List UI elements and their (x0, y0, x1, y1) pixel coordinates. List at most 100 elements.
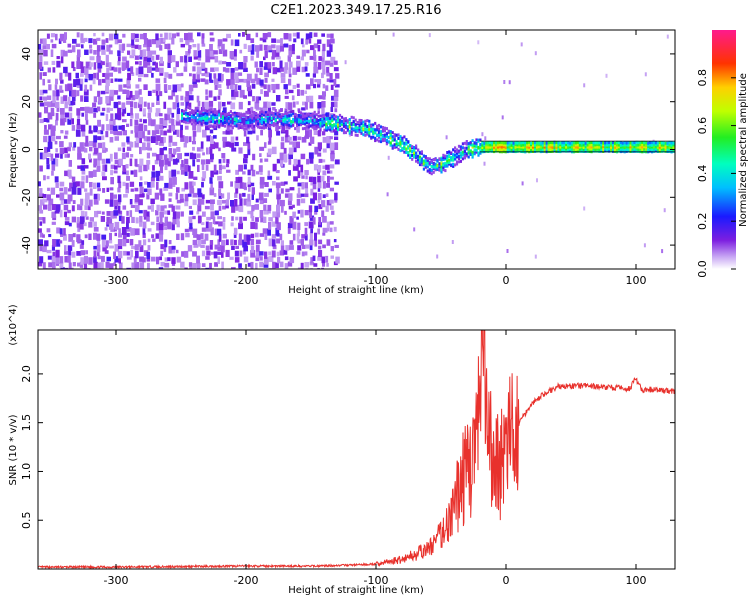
spectrogram-cell (79, 205, 83, 211)
spectrogram-cell (326, 50, 332, 57)
colorbar-tick-label: 0.0 (696, 260, 709, 278)
spectrogram-signal-cell (212, 117, 215, 120)
spectrogram-cell (317, 142, 322, 150)
spectrogram-signal-cell (629, 147, 632, 151)
spectrogram-signal-cell (206, 116, 209, 120)
spectrogram-cell (317, 255, 323, 261)
spectrogram-cell (64, 170, 69, 177)
spectrogram-signal-cell (557, 141, 560, 145)
spectrogram-signal-cell (543, 149, 546, 153)
spectrogram-signal-cell (455, 160, 459, 164)
spectrogram-signal-cell (233, 111, 236, 115)
spectrogram-cell (262, 198, 268, 203)
spectrogram-cell (251, 169, 256, 177)
spectrogram-signal-cell (208, 117, 211, 121)
spectrogram-signal-cell (432, 170, 435, 174)
spectrogram-cell (129, 181, 135, 187)
spectrogram-cell (60, 267, 65, 269)
spectrogram-signal-cell (366, 124, 369, 128)
spectrogram-signal-cell (524, 145, 527, 149)
spectrogram-cell (238, 205, 244, 213)
spectrogram-signal-cell (249, 117, 252, 120)
spectrogram-cell (175, 95, 179, 103)
spectrogram-cell (229, 141, 235, 148)
spectrogram-cell (280, 245, 285, 252)
spectrogram-signal-cell (315, 119, 318, 123)
spectrogram-signal-cell (257, 115, 260, 119)
spectrogram-cell (131, 216, 135, 223)
spectrogram-cell (63, 95, 68, 102)
spectrogram-cell (313, 263, 318, 267)
spectrogram-cell (181, 251, 186, 257)
spectrogram-signal-cell (366, 130, 369, 134)
spectrogram-cell (117, 131, 123, 136)
spectrogram-signal-cell (467, 142, 470, 146)
spectrogram-signal-cell (590, 145, 593, 149)
spectrogram-signal-cell (214, 113, 217, 117)
spectrogram-cell (63, 228, 66, 236)
spectrogram-signal-cell (602, 145, 605, 149)
spectrogram-cell (213, 50, 218, 55)
spectrogram-signal-cell (405, 151, 408, 154)
spectrogram-signal-cell (567, 143, 570, 147)
spectrogram-cell (310, 45, 315, 51)
spectrogram-cell (38, 228, 42, 233)
spectrogram-cell (333, 268, 339, 269)
spectrogram-signal-cell (498, 140, 502, 144)
spectrogram-signal-cell (526, 149, 529, 153)
spectrogram-signal-cell (516, 149, 519, 153)
spectrogram-cell (39, 256, 44, 264)
spectrogram-signal-cell (537, 149, 540, 153)
spectrogram-cell (318, 95, 323, 100)
spectrogram-cell (333, 67, 339, 72)
spectrogram-cell (222, 205, 226, 210)
spectrogram-signal-cell (251, 118, 254, 122)
spectrogram-cell (164, 158, 169, 165)
spectrogram-signal-cell (426, 165, 429, 169)
spectrogram-cell (67, 146, 71, 152)
spectrogram-cell (156, 135, 161, 141)
spectrogram-signal-cell (504, 147, 507, 151)
spectrogram-signal-cell (532, 145, 535, 149)
spectrogram-cell (143, 60, 148, 68)
spectrogram-signal-cell (325, 124, 328, 128)
spectrogram-cell (283, 66, 288, 74)
spectrogram-signal-cell (385, 142, 388, 146)
spectrogram-cell (280, 188, 284, 194)
spectrogram-signal-cell (461, 150, 464, 154)
spectrogram-cell (159, 159, 164, 167)
spectrogram-cell (39, 221, 43, 226)
spectrogram-cell (226, 79, 231, 86)
spectrogram-signal-cell (409, 156, 412, 159)
spectrogram-cell (227, 192, 230, 200)
spectrogram-signal-cell (551, 143, 554, 147)
spectrogram-signal-cell (194, 108, 197, 112)
spectrogram-signal-cell (664, 145, 667, 149)
spectrogram-cell (521, 181, 524, 186)
spectrogram-cell (287, 227, 291, 234)
spectrogram-cell (202, 129, 207, 138)
spectrogram-signal-cell (255, 121, 258, 125)
spectrogram-cell (54, 84, 58, 90)
spectrogram-signal-cell (495, 143, 498, 147)
spectrogram-cell (264, 142, 267, 149)
spectrogram-cell (164, 216, 168, 224)
spectrogram-signal-cell (545, 145, 548, 149)
spectrogram-x-tick-label: 100 (626, 274, 647, 287)
spectrogram-signal-cell (526, 141, 529, 145)
spectrogram-signal-cell (264, 111, 268, 115)
spectrogram-cell (126, 43, 132, 48)
spectrogram-signal-cell (397, 133, 400, 137)
spectrogram-cell (56, 227, 61, 234)
spectrogram-cell (138, 66, 144, 75)
spectrogram-cell (159, 153, 163, 160)
spectrogram-cell (71, 186, 77, 195)
spectrogram-cell (318, 56, 323, 61)
spectrogram-signal-cell (282, 113, 285, 117)
spectrogram-cell (193, 234, 199, 238)
spectrogram-cell (134, 55, 139, 60)
spectrogram-cell (184, 228, 189, 233)
spectrogram-cell (276, 158, 281, 164)
spectrogram-signal-cell (436, 159, 439, 163)
spectrogram-cell (176, 170, 180, 175)
